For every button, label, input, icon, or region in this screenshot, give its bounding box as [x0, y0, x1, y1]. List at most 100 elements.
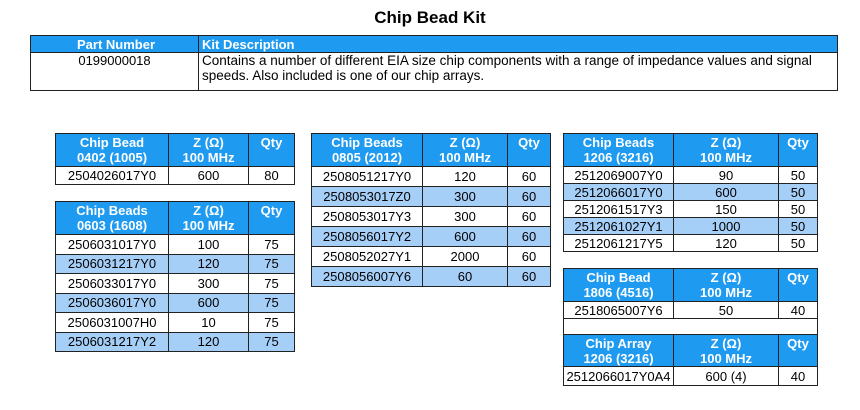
part-number-cell: 2506033017Y0	[55, 273, 169, 294]
part-number-cell: 2518065007Y6	[563, 301, 674, 319]
spacer-cell	[563, 318, 818, 335]
part-column-header: Chip Beads 1206 (3216)	[563, 133, 674, 167]
impedance-cell: 100	[168, 234, 249, 255]
qty-cell: 50	[778, 200, 818, 218]
qty-cell: 60	[507, 186, 551, 207]
part-column-header: Chip Bead 1806 (4516)	[563, 268, 674, 302]
impedance-cell: 120	[168, 331, 249, 352]
impedance-cell: 300	[422, 186, 508, 207]
impedance-cell: 2000	[422, 246, 508, 267]
table-row: 2506031217Y0 120 75	[55, 253, 295, 274]
part-number: 0199000018	[30, 52, 199, 91]
part-number-cell: 2512061217Y5	[563, 234, 674, 252]
part-column-header: Chip Array 1206 (3216)	[563, 334, 674, 367]
qty-cell: 80	[248, 166, 295, 185]
impedance-cell: 50	[673, 301, 779, 319]
part-number-cell: 2512061027Y1	[563, 217, 674, 235]
impedance-column-header: Z (Ω) 100 MHz	[673, 268, 779, 302]
impedance-column-header: Z (Ω) 100 MHz	[673, 133, 779, 167]
part-number-cell: 2504026017Y0	[55, 166, 169, 185]
table-row: 2508053017Y3 300 60	[311, 206, 551, 227]
table-row: 2512061217Y5 120 50	[563, 234, 818, 252]
table-row: 2512069007Y0 90 50	[563, 166, 818, 184]
part-column-header: Chip Beads 0805 (2012)	[311, 133, 423, 167]
qty-cell: 60	[507, 266, 551, 287]
part-number-cell: 2512069007Y0	[563, 166, 674, 184]
qty-column-header: Qty	[778, 133, 818, 167]
qty-cell: 60	[507, 246, 551, 267]
qty-cell: 75	[248, 331, 295, 352]
table-row: 2506031017Y0 100 75	[55, 234, 295, 255]
impedance-column-header: Z (Ω) 100 MHz	[422, 133, 508, 167]
qty-cell: 40	[778, 366, 818, 386]
part-number-cell: 2508051217Y0	[311, 166, 423, 187]
table-row: 2508052027Y1 2000 60	[311, 246, 551, 267]
qty-cell: 75	[248, 312, 295, 333]
qty-cell: 75	[248, 273, 295, 294]
qty-cell: 40	[778, 301, 818, 319]
qty-cell: 60	[507, 206, 551, 227]
table-row: 2504026017Y0 600 80	[55, 166, 295, 185]
impedance-cell: 600 (4)	[673, 366, 779, 386]
page-title: Chip Bead Kit	[374, 8, 486, 27]
qty-column-header: Qty	[248, 201, 295, 235]
qty-cell: 50	[778, 234, 818, 252]
table-row: 2508056007Y6 60 60	[311, 266, 551, 287]
t1206-table: Chip Beads 1206 (3216) Z (Ω) 100 MHz Qty 2512…	[563, 133, 818, 252]
impedance-cell: 1000	[673, 217, 779, 235]
part-number-cell: 2512066017Y0	[563, 183, 674, 201]
table-row: 2508056017Y2 600 60	[311, 226, 551, 247]
impedance-cell: 600	[422, 226, 508, 247]
qty-column-header: Qty	[507, 133, 551, 167]
table-row: 2512061517Y3 150 50	[563, 200, 818, 218]
qty-column-header: Qty	[778, 268, 818, 302]
part-number-cell: 2508056007Y6	[311, 266, 423, 287]
t0805-table: Chip Beads 0805 (2012) Z (Ω) 100 MHz Qty 2508…	[311, 133, 551, 287]
qty-cell: 60	[507, 226, 551, 247]
part-number-cell: 2508053017Z0	[311, 186, 423, 207]
part-number-cell: 2506031017Y0	[55, 234, 169, 255]
table-row: 2518065007Y6 50 40	[563, 301, 818, 319]
kit-table: Part Number Kit Description 0199000018 C…	[30, 35, 838, 91]
impedance-cell: 600	[168, 166, 249, 185]
part-number-cell: 2512061517Y3	[563, 200, 674, 218]
impedance-cell: 60	[422, 266, 508, 287]
qty-column-header: Qty	[778, 334, 818, 367]
spacer-row	[563, 318, 818, 335]
t1806-table: Chip Bead 1806 (4516) Z (Ω) 100 MHz Qty 25180…	[563, 268, 818, 386]
impedance-cell: 120	[673, 234, 779, 252]
header-row: Chip Bead 0402 (1005) Z (Ω) 100 MHz Qty	[55, 133, 295, 167]
impedance-cell: 150	[673, 200, 779, 218]
header-row: Chip Beads 0805 (2012) Z (Ω) 100 MHz Qty	[311, 133, 551, 167]
table-row: 2512066017Y0A4 600 (4) 40	[563, 366, 818, 386]
part-number-cell: 2508056017Y2	[311, 226, 423, 247]
part-number-cell: 2506031007H0	[55, 312, 169, 333]
part-number-cell: 2508053017Y3	[311, 206, 423, 227]
header-row: Chip Bead 1806 (4516) Z (Ω) 100 MHz Qty	[563, 268, 818, 302]
qty-cell: 75	[248, 234, 295, 255]
impedance-cell: 120	[168, 253, 249, 274]
qty-cell: 50	[778, 217, 818, 235]
impedance-cell: 10	[168, 312, 249, 333]
impedance-cell: 90	[673, 166, 779, 184]
t0402-table: Chip Bead 0402 (1005) Z (Ω) 100 MHz Qty 25040…	[55, 133, 295, 185]
qty-cell: 50	[778, 183, 818, 201]
part-column-header: Chip Beads 0603 (1608)	[55, 201, 169, 235]
table-row: 2512061027Y1 1000 50	[563, 217, 818, 235]
table-row: 2506031217Y2 120 75	[55, 331, 295, 352]
table-row: 2508051217Y0 120 60	[311, 166, 551, 187]
part-column-header: Chip Bead 0402 (1005)	[55, 133, 169, 167]
table-row: 2512066017Y0 600 50	[563, 183, 818, 201]
part-number-cell: 2506036017Y0	[55, 292, 169, 313]
part-number-cell: 2506031217Y0	[55, 253, 169, 274]
qty-cell: 50	[778, 166, 818, 184]
impedance-cell: 300	[168, 273, 249, 294]
table-row: 2506036017Y0 600 75	[55, 292, 295, 313]
qty-cell: 75	[248, 292, 295, 313]
header-row: Chip Beads 1206 (3216) Z (Ω) 100 MHz Qty	[563, 133, 818, 167]
impedance-cell: 600	[673, 183, 779, 201]
part-number-cell: 2512066017Y0A4	[563, 366, 674, 386]
impedance-cell: 300	[422, 206, 508, 227]
table-row: 2506031007H0 10 75	[55, 312, 295, 333]
kit-description: Contains a number of different EIA size …	[198, 52, 838, 91]
